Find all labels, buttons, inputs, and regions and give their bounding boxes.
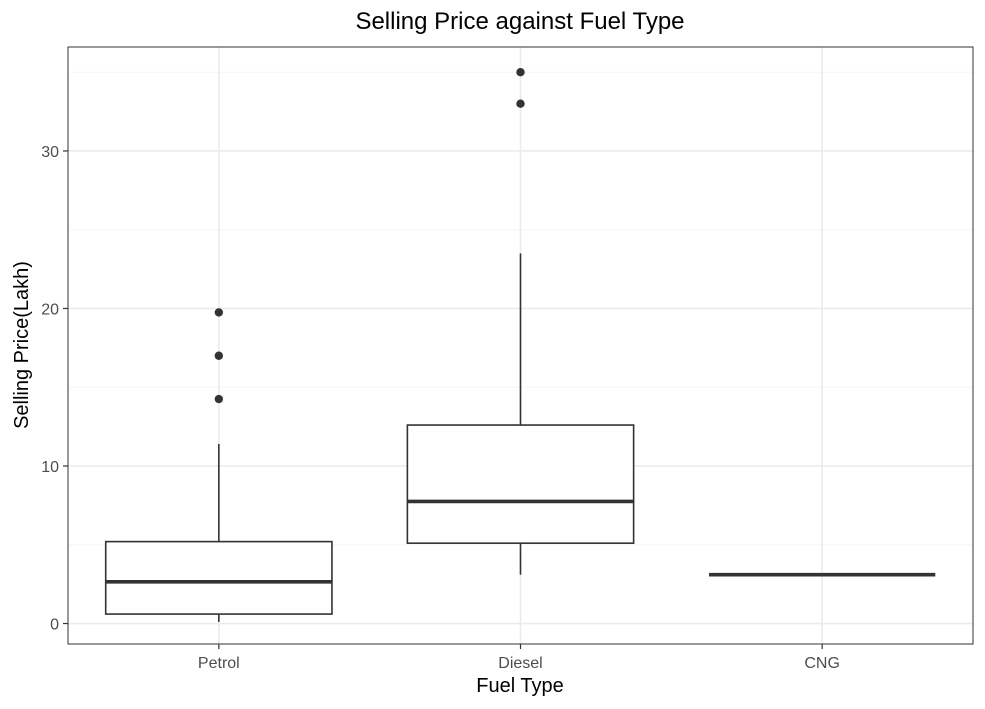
y-tick-label: 20 xyxy=(41,301,59,318)
x-axis: Petrol Diesel CNG xyxy=(198,644,840,672)
y-tick-label: 0 xyxy=(50,617,59,634)
y-tick-label: 10 xyxy=(41,459,59,476)
chart-title: Selling Price against Fuel Type xyxy=(355,8,684,35)
iqr-box xyxy=(104,540,333,615)
x-tick-label: Petrol xyxy=(198,655,240,672)
y-axis-title: Selling Price(Lakh) xyxy=(11,261,33,429)
box-diesel xyxy=(406,68,635,575)
iqr-box xyxy=(406,424,635,544)
box-petrol xyxy=(104,308,333,622)
y-axis: 0 10 20 30 xyxy=(41,144,68,634)
y-tick-label: 30 xyxy=(41,144,59,161)
x-tick-label: Diesel xyxy=(498,655,542,672)
outlier-point xyxy=(214,351,224,360)
outlier-point xyxy=(516,68,525,77)
x-axis-title: Fuel Type xyxy=(476,675,563,697)
box-plot-series xyxy=(104,68,936,622)
outlier-point xyxy=(214,308,224,317)
x-tick-label: CNG xyxy=(804,655,840,672)
outlier-point xyxy=(516,99,525,108)
outlier-point xyxy=(214,394,224,404)
